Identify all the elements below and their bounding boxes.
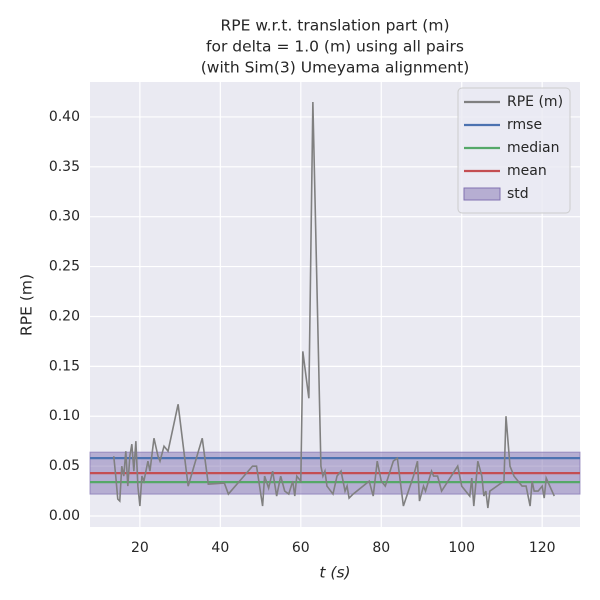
chart-title: (with Sim(3) Umeyama alignment) [201,59,470,77]
x-tick-label: 100 [448,540,475,556]
x-tick-label: 120 [529,540,556,556]
y-tick-label: 0.30 [49,209,80,225]
y-tick-label: 0.40 [49,109,80,125]
y-tick-label: 0.25 [49,259,80,275]
chart-title: RPE w.r.t. translation part (m) [220,17,449,35]
y-tick-label: 0.05 [49,458,80,474]
legend-label: rmse [507,117,542,133]
x-tick-label: 80 [372,540,390,556]
y-tick-label: 0.20 [49,308,80,324]
x-axis-label: t (s) [319,564,350,582]
legend-label: mean [507,163,547,179]
x-tick-label: 40 [211,540,229,556]
chart-title: for delta = 1.0 (m) using all pairs [206,38,464,56]
legend-label: RPE (m) [507,94,563,110]
legend: RPE (m) rmse median mean std [457,87,571,214]
y-axis-label: RPE (m) [18,274,36,336]
y-tick-label: 0.15 [49,358,80,374]
y-tick-label: 0.00 [49,508,80,524]
legend-label: median [507,140,559,156]
legend-box [457,87,571,214]
x-tick-label: 20 [131,540,149,556]
data-line [112,101,555,509]
legend-label: std [507,186,529,202]
legend-swatch [463,187,501,201]
y-tick-label: 0.35 [49,159,80,175]
y-tick-label: 0.10 [49,408,80,424]
x-tick-label: 60 [292,540,310,556]
